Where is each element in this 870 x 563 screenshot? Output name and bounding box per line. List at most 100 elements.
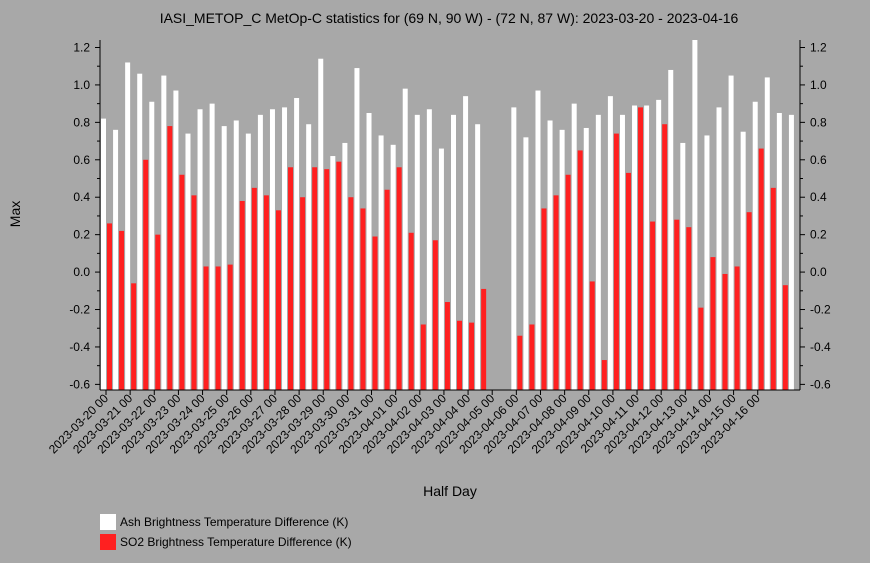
y-tick-label-left: 0.4	[73, 190, 90, 204]
bar-ash	[595, 114, 601, 391]
bar-so2	[203, 266, 209, 390]
y-tick-label-left: 0.2	[73, 228, 90, 242]
y-tick-label-right: 0.2	[810, 228, 827, 242]
bar-so2	[589, 281, 595, 390]
y-tick-label-right: -0.6	[810, 377, 831, 391]
bar-so2	[698, 307, 704, 390]
bar-ash	[209, 103, 215, 390]
bar-so2	[457, 320, 462, 390]
bar-so2	[348, 197, 354, 390]
bar-ash	[306, 124, 312, 390]
legend-label-ash: Ash Brightness Temperature Difference (K…	[120, 515, 349, 529]
bar-ash	[607, 96, 613, 391]
bar-ash	[137, 73, 143, 390]
y-tick-label-right: -0.2	[810, 303, 831, 317]
bar-ash	[414, 114, 420, 391]
bar-ash	[342, 142, 348, 390]
bar-so2	[770, 187, 776, 390]
bar-ash	[438, 148, 444, 390]
bar-ash	[233, 120, 239, 390]
bar-ash	[125, 62, 131, 391]
bar-so2	[553, 195, 559, 390]
bar-ash	[269, 109, 275, 390]
bar-ash	[559, 129, 565, 390]
bar-ash	[728, 75, 734, 390]
bar-ash	[330, 156, 336, 390]
bar-ash	[185, 133, 191, 390]
y-tick-label-left: 0.0	[73, 265, 90, 279]
bar-so2	[179, 174, 185, 390]
y-tick-label-right: 0.8	[810, 115, 827, 129]
bar-so2	[734, 266, 740, 390]
bar-so2	[227, 264, 233, 390]
legend-swatch-so2	[100, 534, 116, 550]
bar-ash	[294, 98, 300, 391]
bar-ash	[740, 131, 746, 390]
bar-so2	[722, 273, 728, 390]
bar-so2	[746, 212, 752, 390]
bar-so2	[396, 167, 402, 390]
bar-ash	[318, 58, 324, 390]
bar-so2	[674, 219, 680, 390]
bar-so2	[336, 161, 342, 390]
bars	[101, 40, 794, 391]
y-tick-label-left: 0.6	[73, 153, 90, 167]
bar-so2	[420, 324, 426, 390]
bar-so2	[360, 208, 366, 390]
bar-so2	[710, 257, 716, 390]
bar-ash	[692, 40, 698, 390]
bar-so2	[300, 197, 306, 390]
bar-so2	[372, 236, 378, 390]
bar-so2	[215, 266, 221, 390]
bar-ash	[583, 127, 589, 390]
bar-so2	[143, 159, 149, 390]
legend: Ash Brightness Temperature Difference (K…	[100, 512, 352, 552]
bar-so2	[613, 133, 619, 390]
bar-so2	[565, 174, 571, 390]
bar-ash	[402, 88, 408, 390]
bar-ash	[632, 105, 638, 390]
y-tick-label-right: 0.4	[810, 190, 827, 204]
bar-ash	[463, 96, 469, 391]
bar-ash	[644, 105, 650, 390]
x-axis-label: Half Day	[423, 483, 477, 499]
bar-so2	[263, 195, 269, 390]
chart-title: IASI_METOP_C MetOp-C statistics for (69 …	[160, 10, 739, 26]
bar-ash	[257, 114, 263, 391]
bar-ash	[547, 120, 553, 390]
bar-so2	[239, 200, 245, 390]
bar-so2	[131, 283, 137, 390]
bar-so2	[275, 210, 281, 390]
bar-so2	[662, 124, 668, 390]
bar-so2	[469, 322, 475, 390]
y-tick-label-right: -0.4	[810, 340, 831, 354]
bar-so2	[324, 169, 330, 390]
bar-ash	[752, 101, 758, 390]
bar-so2	[312, 167, 318, 390]
bar-so2	[191, 195, 197, 390]
bar-so2	[384, 189, 390, 390]
bar-so2	[155, 234, 161, 390]
bar-so2	[529, 324, 535, 390]
bar-so2	[481, 288, 487, 390]
bar-so2	[107, 223, 112, 390]
bar-ash	[173, 90, 179, 390]
bar-ash	[149, 101, 155, 390]
legend-label-so2: SO2 Brightness Temperature Difference (K…	[120, 535, 352, 549]
bar-ash	[113, 129, 119, 390]
legend-item-ash: Ash Brightness Temperature Difference (K…	[100, 512, 352, 532]
bar-so2	[167, 126, 173, 390]
y-axis-label: Max	[7, 201, 23, 227]
bar-ash	[354, 68, 360, 390]
bar-ash	[776, 112, 782, 391]
bar-ash	[680, 142, 686, 390]
bar-ash	[161, 75, 167, 390]
bar-so2	[541, 208, 547, 390]
bar-ash	[511, 107, 517, 390]
y-tick-label-left: 1.2	[73, 40, 90, 54]
y-tick-label-left: 0.8	[73, 115, 90, 129]
bar-so2	[650, 221, 656, 390]
bar-so2	[686, 227, 692, 390]
bar-so2	[408, 232, 414, 390]
